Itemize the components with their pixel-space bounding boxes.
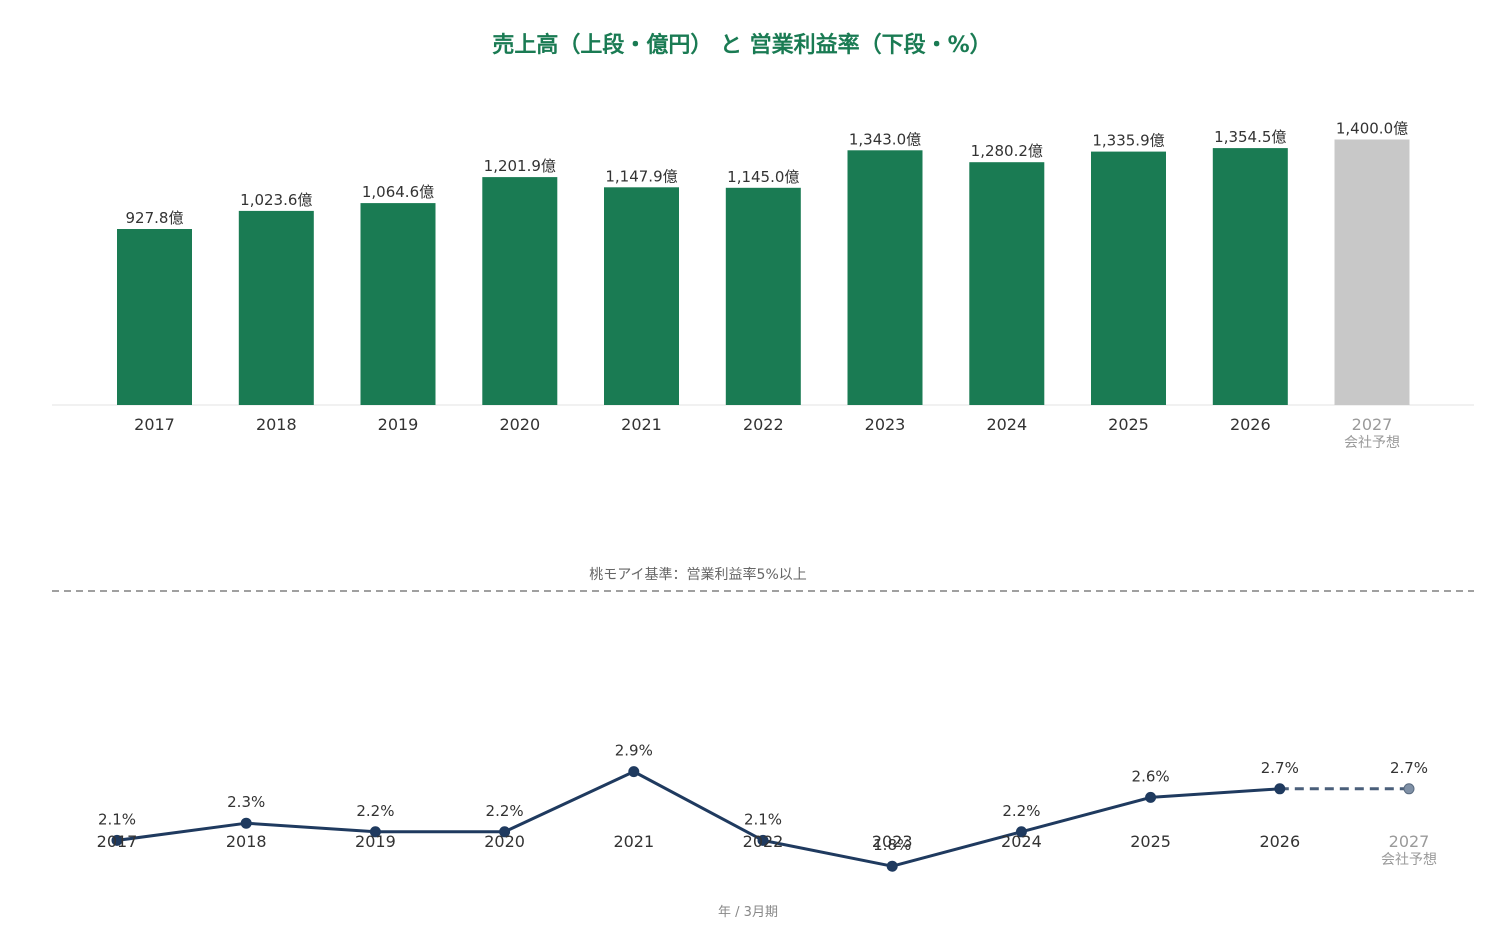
margin-label-2026: 2.7%	[1261, 759, 1299, 777]
bar-label-2022: 1,145.0億	[727, 168, 799, 186]
margin-point-2024	[1015, 826, 1027, 838]
bar-2022	[725, 187, 801, 405]
margin-tick-2026: 2026	[1259, 832, 1300, 851]
bar-label-2021: 1,147.9億	[605, 167, 677, 185]
bar-2018	[238, 210, 314, 405]
bar-2021	[604, 187, 679, 405]
bar-2026	[1212, 148, 1288, 405]
bar-label-2024: 1,280.2億	[971, 142, 1043, 160]
bar-tick-2025: 2025	[1108, 415, 1149, 434]
margin-label-2022: 2.1%	[744, 810, 782, 828]
margin-points	[111, 766, 1415, 872]
bar-2017	[117, 229, 192, 405]
margin-tick-2024: 2024	[1001, 832, 1042, 851]
margin-label-2019: 2.2%	[356, 802, 394, 820]
margin-line-actual	[116, 770, 1280, 868]
margin-series	[116, 770, 1409, 868]
margin-point-2020	[499, 826, 511, 838]
bar-2027	[1334, 139, 1410, 405]
margin-label-2021: 2.9%	[615, 742, 653, 760]
margin-forecast-note: 会社予想	[1381, 852, 1437, 868]
bar-label-2017: 927.8億	[126, 209, 184, 227]
bar-tick-2019: 2019	[378, 415, 419, 434]
margin-line-panel: 桃モアイ基準：営業利益率5%以上 2.1%2.3% 2.2% 2.2%2.9%2.1…	[52, 566, 1474, 872]
margin-point-2018	[240, 817, 252, 829]
bar-2025	[1091, 151, 1166, 405]
bar-label-2018: 1,023.6億	[240, 191, 312, 209]
bar-2024	[969, 162, 1045, 405]
margin-point-2017	[111, 834, 123, 846]
bar-tick-2021: 2021	[621, 415, 662, 434]
margin-point-2019	[369, 826, 381, 838]
bar-tick-2022: 2022	[743, 415, 784, 434]
revenue-bars	[117, 139, 1410, 405]
threshold-label: 桃モアイ基準：営業利益率5%以上	[589, 566, 807, 583]
bar-label-2019: 1,064.6億	[362, 183, 434, 201]
bar-tick-2017: 2017	[134, 415, 175, 434]
bar-2020	[482, 177, 558, 405]
x-axis-footer: 年 / 3月期	[718, 905, 778, 920]
margin-label-2025: 2.6%	[1132, 767, 1170, 785]
margin-tick-2025: 2025	[1130, 832, 1171, 851]
bar-tick-2026: 2026	[1230, 415, 1271, 434]
margin-tick-2022: 2022	[743, 832, 784, 851]
margin-point-2023	[886, 860, 898, 872]
margin-tick-2023: 2023	[872, 832, 913, 851]
margin-tick-2020: 2020	[484, 832, 525, 851]
bar-label-2023: 1,343.0億	[849, 130, 921, 148]
margin-label-2023: 1.8%	[873, 836, 911, 854]
margin-point-2022	[757, 834, 769, 846]
margin-tick-2018: 2018	[226, 832, 267, 851]
margin-tick-2027: 2027	[1389, 832, 1430, 851]
margin-label-2018: 2.3%	[227, 793, 265, 811]
margin-tick-2019: 2019	[355, 832, 396, 851]
margin-point-2025	[1145, 791, 1157, 803]
margin-label-2020: 2.2%	[486, 802, 524, 820]
margin-label-2027: 2.7%	[1390, 759, 1428, 777]
bar-label-2025: 1,335.9億	[1092, 132, 1164, 150]
margin-x-ticks: 2017 2018 2019 2020 2021 2022 2023 2024 2025 2026…	[97, 832, 1437, 868]
margin-data-labels: 2.1% 2.3% 2.2% 2.2% 2.9% 2.1% 1.8% 2.2% 2.6% 2.7%…	[98, 742, 1428, 855]
margin-point-2021	[628, 766, 640, 778]
revenue-bar-panel: 927.8億 1,023.6億 1,064.6億 1,201.9億 1,147.9億 1,…	[52, 120, 1474, 451]
revenue-x-ticks: 2017 2018 2019 2020 2021 2022 2023 2024 2025 2026…	[134, 415, 1400, 451]
bar-2023	[847, 150, 923, 405]
bar-tick-2018: 2018	[256, 415, 297, 434]
bar-tick-2027: 2027	[1352, 415, 1393, 434]
bar-2019	[360, 203, 436, 405]
bar-label-2027: 1,400.0億	[1336, 120, 1408, 138]
bar-tick-2020: 2020	[499, 415, 540, 434]
chart-title: 売上高（上段・億円） と 営業利益率（下段・%）	[492, 32, 991, 58]
bar-tick-2023: 2023	[865, 415, 906, 434]
margin-point-2027	[1403, 783, 1415, 795]
bar-label-2026: 1,354.5億	[1214, 128, 1286, 146]
bar-forecast-note: 会社予想	[1344, 435, 1400, 451]
margin-label-2024: 2.2%	[1002, 802, 1040, 820]
margin-label-2017: 2.1%	[98, 810, 136, 828]
revenue-data-labels: 927.8億 1,023.6億 1,064.6億 1,201.9億 1,147.9億 1,…	[126, 120, 1409, 228]
bar-label-2020: 1,201.9億	[484, 157, 556, 175]
margin-point-2026	[1274, 783, 1286, 795]
margin-tick-2021: 2021	[613, 832, 654, 851]
margin-tick-2017: 2017	[97, 832, 138, 851]
bar-tick-2024: 2024	[986, 415, 1027, 434]
